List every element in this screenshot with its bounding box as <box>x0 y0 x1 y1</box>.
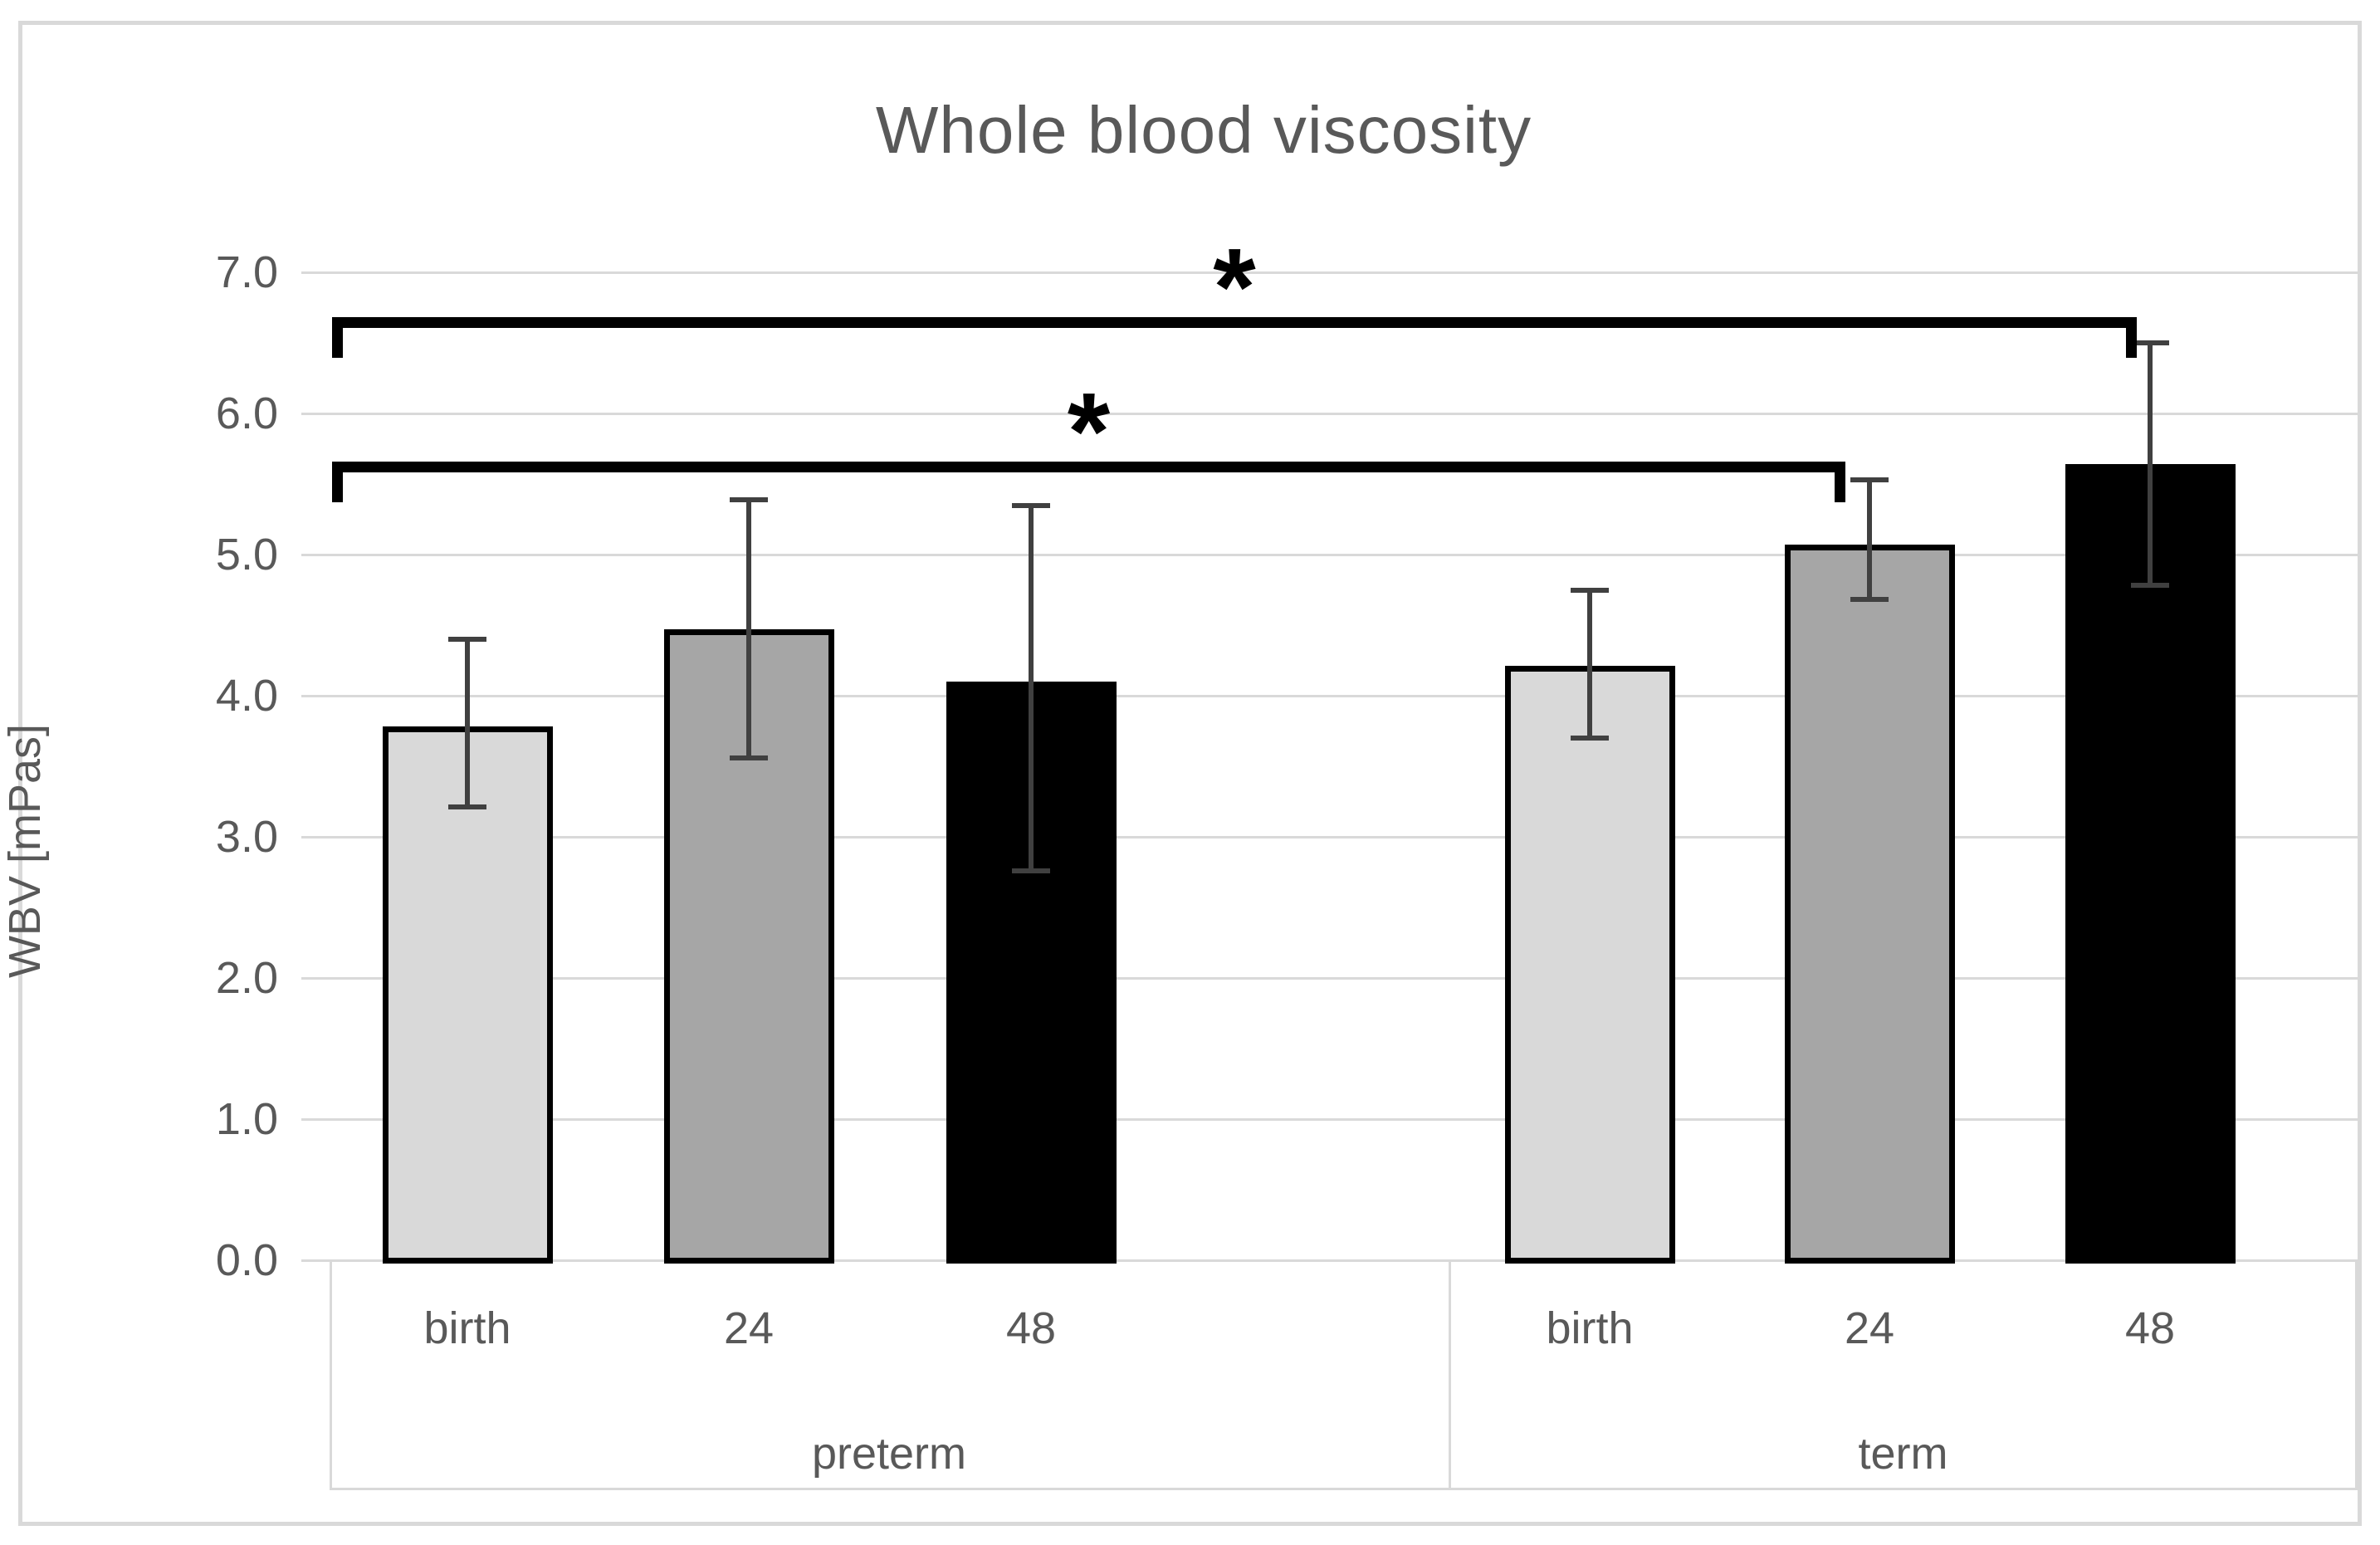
bracket-end-right-2 <box>1835 461 1845 502</box>
error-cap-top-term-24 <box>1850 477 1889 482</box>
y-axis-tick <box>301 977 330 980</box>
gridline-0.0 <box>330 1259 2358 1262</box>
bar-term-48 <box>2065 464 2236 1264</box>
error-bar-term-48 <box>2148 343 2153 586</box>
bracket-end-left-2 <box>332 461 343 502</box>
y-axis-tick <box>301 271 330 274</box>
error-bar-term-24 <box>1867 479 1872 600</box>
x-category-label-term-birth: birth <box>1546 1303 1634 1353</box>
error-cap-top-preterm-24 <box>730 496 768 502</box>
x-axis-group-divider <box>1449 1260 1451 1490</box>
x-category-label-preterm-birth: birth <box>423 1303 511 1353</box>
error-cap-bottom-preterm-birth <box>448 804 486 810</box>
y-tick-label-1.0: 1.0 <box>215 1094 278 1144</box>
error-cap-top-term-birth <box>1571 587 1609 593</box>
x-group-label-term: term <box>1858 1429 1948 1479</box>
y-axis-tick <box>301 1118 330 1121</box>
y-tick-label-3.0: 3.0 <box>215 812 278 862</box>
y-axis-title: WBV [mPas] <box>0 723 50 979</box>
y-axis-tick <box>301 836 330 839</box>
error-bar-preterm-birth <box>465 639 470 808</box>
gridline-3.0 <box>330 836 2358 839</box>
error-cap-bottom-preterm-24 <box>730 755 768 760</box>
x-group-label-preterm: preterm <box>811 1429 967 1479</box>
bracket-end-left-1 <box>332 317 343 359</box>
y-tick-label-4.0: 4.0 <box>215 671 278 721</box>
error-cap-bottom-preterm-48 <box>1012 868 1050 873</box>
y-tick-label-2.0: 2.0 <box>215 953 278 1003</box>
gridline-1.0 <box>330 1118 2358 1121</box>
gridline-7.0 <box>330 271 2358 274</box>
significance-asterisk-1: * <box>1213 226 1256 349</box>
error-cap-top-preterm-48 <box>1012 502 1050 508</box>
significance-bracket-1 <box>332 317 2137 329</box>
y-axis-tick <box>301 1259 330 1262</box>
error-cap-bottom-term-birth <box>1571 736 1609 741</box>
x-category-label-term-24: 24 <box>1844 1303 1895 1353</box>
y-tick-label-0.0: 0.0 <box>215 1235 278 1285</box>
bar-term-24 <box>1784 545 1955 1264</box>
gridline-2.0 <box>330 977 2358 980</box>
error-cap-top-preterm-birth <box>448 637 486 642</box>
x-category-label-preterm-48: 48 <box>1005 1303 1057 1353</box>
x-axis-label-box <box>330 1260 2358 1490</box>
gridline-4.0 <box>330 695 2358 697</box>
y-axis-tick <box>301 695 330 697</box>
significance-asterisk-2: * <box>1067 369 1111 492</box>
x-category-label-term-48: 48 <box>2124 1303 2176 1353</box>
gridline-5.0 <box>330 554 2358 556</box>
chart-title: Whole blood viscosity <box>875 93 1532 167</box>
bar-term-birth <box>1504 666 1675 1264</box>
gridline-6.0 <box>330 413 2358 415</box>
error-bar-preterm-48 <box>1029 505 1034 871</box>
error-cap-top-term-48 <box>2131 340 2169 345</box>
bracket-end-right-1 <box>2126 317 2137 359</box>
y-tick-label-5.0: 5.0 <box>215 530 278 579</box>
y-axis-tick <box>301 554 330 556</box>
x-category-label-preterm-24: 24 <box>723 1303 775 1353</box>
error-bar-term-birth <box>1587 589 1592 738</box>
error-bar-preterm-24 <box>746 499 751 758</box>
significance-bracket-2 <box>332 461 1845 472</box>
bar-preterm-birth <box>382 726 553 1264</box>
y-tick-label-7.0: 7.0 <box>215 247 278 297</box>
y-axis-tick <box>301 413 330 415</box>
error-cap-bottom-term-48 <box>2131 583 2169 589</box>
chart-figure: Whole blood viscosity WBV [mPas] 7.0 6.0 5… <box>0 21 2362 1526</box>
error-cap-bottom-term-24 <box>1850 597 1889 603</box>
y-tick-label-6.0: 6.0 <box>215 389 278 438</box>
